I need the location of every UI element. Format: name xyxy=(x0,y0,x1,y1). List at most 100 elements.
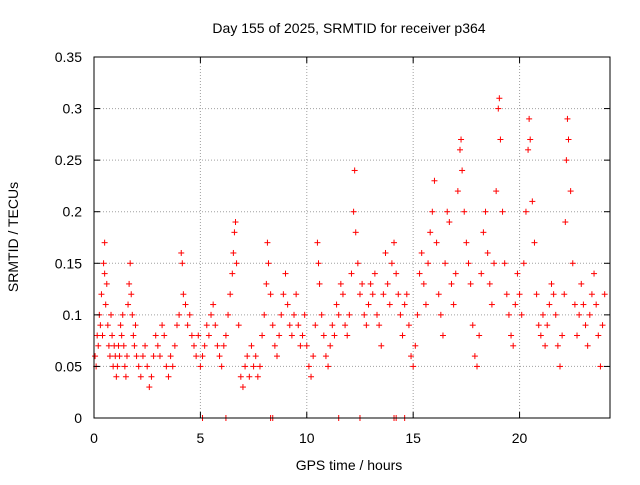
data-point xyxy=(444,208,451,215)
data-point xyxy=(369,291,376,298)
data-point xyxy=(98,291,105,298)
data-point xyxy=(235,322,242,329)
data-point xyxy=(542,342,549,349)
y-tick-label: 0.2 xyxy=(63,204,83,220)
data-point xyxy=(222,332,229,339)
data-point xyxy=(371,270,378,277)
data-point xyxy=(159,322,166,329)
data-point xyxy=(559,332,566,339)
grid xyxy=(94,57,610,418)
data-point xyxy=(180,291,187,298)
data-point xyxy=(252,353,259,360)
data-point xyxy=(410,363,417,370)
data-point xyxy=(408,353,415,360)
data-point xyxy=(576,311,583,318)
data-point xyxy=(469,322,476,329)
data-point xyxy=(374,311,381,318)
data-point xyxy=(564,115,571,122)
data-point xyxy=(465,260,472,267)
data-points xyxy=(92,95,608,421)
data-point xyxy=(263,280,270,287)
x-axis-label: GPS time / hours xyxy=(296,457,403,473)
data-point xyxy=(109,332,116,339)
data-point xyxy=(388,260,395,267)
data-point xyxy=(259,332,266,339)
data-point xyxy=(412,342,419,349)
data-point xyxy=(299,332,306,339)
data-point xyxy=(367,280,374,287)
data-point xyxy=(569,260,576,267)
data-point xyxy=(239,384,246,391)
data-point xyxy=(399,332,406,339)
data-point xyxy=(565,136,572,143)
data-point xyxy=(484,249,491,256)
data-point xyxy=(278,311,285,318)
y-axis-label: SRMTID / TECUs xyxy=(5,182,21,292)
data-point xyxy=(335,311,342,318)
data-point xyxy=(137,373,144,380)
data-point xyxy=(588,291,595,298)
x-tick-label: 15 xyxy=(405,430,421,446)
data-point xyxy=(101,239,108,246)
data-point xyxy=(100,260,107,267)
data-point xyxy=(491,260,498,267)
data-point xyxy=(512,301,519,308)
chart-title: Day 155 of 2025, SRMTID for receiver p36… xyxy=(212,20,485,36)
data-point xyxy=(384,280,391,287)
data-point xyxy=(130,332,137,339)
data-point xyxy=(378,342,385,349)
data-point xyxy=(126,280,133,287)
data-point xyxy=(310,353,317,360)
data-point xyxy=(135,363,142,370)
data-point xyxy=(346,311,353,318)
data-point xyxy=(548,280,555,287)
data-point xyxy=(199,353,206,360)
data-point xyxy=(244,353,251,360)
data-point xyxy=(337,280,344,287)
data-point xyxy=(125,301,132,308)
data-point xyxy=(361,311,368,318)
data-point xyxy=(144,363,151,370)
data-point xyxy=(393,270,400,277)
data-point xyxy=(208,311,215,318)
data-point xyxy=(425,260,432,267)
data-point xyxy=(533,291,540,298)
data-point xyxy=(254,373,261,380)
data-point xyxy=(501,260,508,267)
data-point xyxy=(116,353,123,360)
data-point xyxy=(312,322,319,329)
data-point xyxy=(599,322,606,329)
data-point xyxy=(595,332,602,339)
data-point xyxy=(401,301,408,308)
data-point xyxy=(150,353,157,360)
data-point xyxy=(233,260,240,267)
data-point xyxy=(230,249,237,256)
data-point xyxy=(195,332,202,339)
data-point xyxy=(327,342,334,349)
data-point xyxy=(167,353,174,360)
data-point xyxy=(201,342,208,349)
x-tick-label: 10 xyxy=(299,430,315,446)
y-tick-label: 0 xyxy=(74,410,82,426)
data-point xyxy=(597,363,604,370)
data-point xyxy=(284,301,291,308)
data-point xyxy=(271,342,278,349)
data-point xyxy=(363,322,370,329)
data-point xyxy=(414,311,421,318)
y-tick-label: 0.15 xyxy=(55,255,82,271)
data-point xyxy=(391,239,398,246)
data-point xyxy=(115,342,122,349)
data-point xyxy=(154,342,161,349)
data-point xyxy=(156,353,163,360)
y-tick-label: 0.1 xyxy=(63,307,83,323)
axis-ticks: 0 0.05 0.1 0.15 0.2 0.25 0.3 0.35 0 5 10 15 20 xyxy=(55,49,610,446)
data-point xyxy=(554,342,561,349)
data-point xyxy=(113,373,120,380)
data-point xyxy=(286,322,293,329)
data-point xyxy=(273,353,280,360)
data-point xyxy=(120,342,127,349)
data-point xyxy=(216,353,223,360)
data-point xyxy=(103,280,110,287)
data-point xyxy=(316,280,323,287)
data-point xyxy=(450,301,457,308)
